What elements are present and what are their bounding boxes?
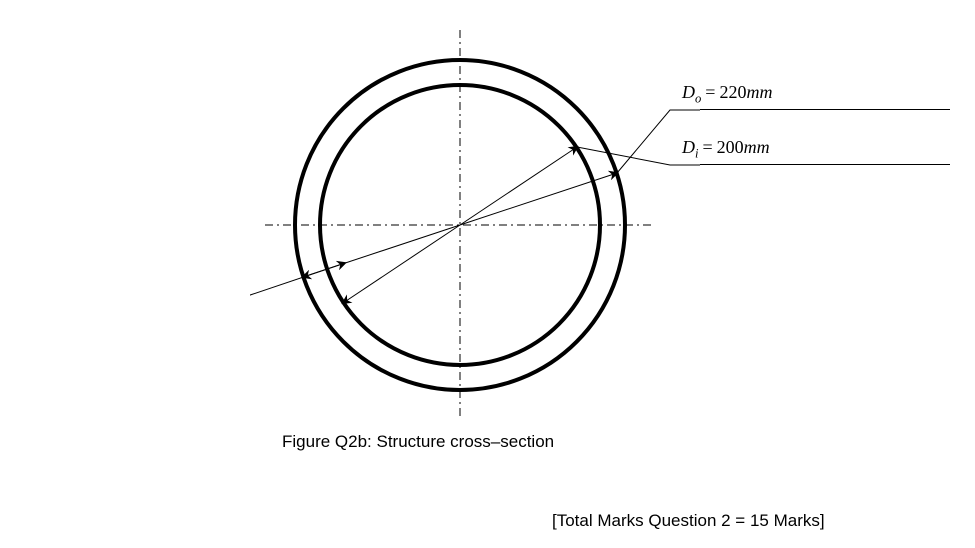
cross-section-diagram (250, 30, 710, 430)
inner-subscript: i (695, 147, 699, 161)
outer-symbol: D (682, 82, 695, 102)
inner-dia-arrow-1 (343, 225, 460, 303)
inner-value: 200 (717, 137, 744, 157)
outer-value: 220 (719, 82, 746, 102)
outer-dia-arrow-2 (460, 173, 617, 225)
outer-diameter-label: Do =220mm (682, 82, 772, 107)
figure-caption: Figure Q2b: Structure cross–section (282, 432, 554, 452)
outer-subscript: o (695, 92, 701, 106)
outer-equals: = (705, 82, 715, 102)
inner-symbol: D (682, 137, 695, 157)
outer-shelf-line (700, 109, 950, 110)
inner-diameter-label: Di =200mm (682, 137, 770, 162)
inner-unit: mm (744, 137, 770, 157)
inner-equals: = (703, 137, 713, 157)
outer-unit: mm (746, 82, 772, 102)
inner-dia-arrow-2 (460, 147, 577, 225)
total-marks: [Total Marks Question 2 = 15 Marks] (552, 511, 825, 531)
inner-shelf-line (700, 164, 950, 165)
outer-dia-arrow-1 (303, 225, 460, 277)
